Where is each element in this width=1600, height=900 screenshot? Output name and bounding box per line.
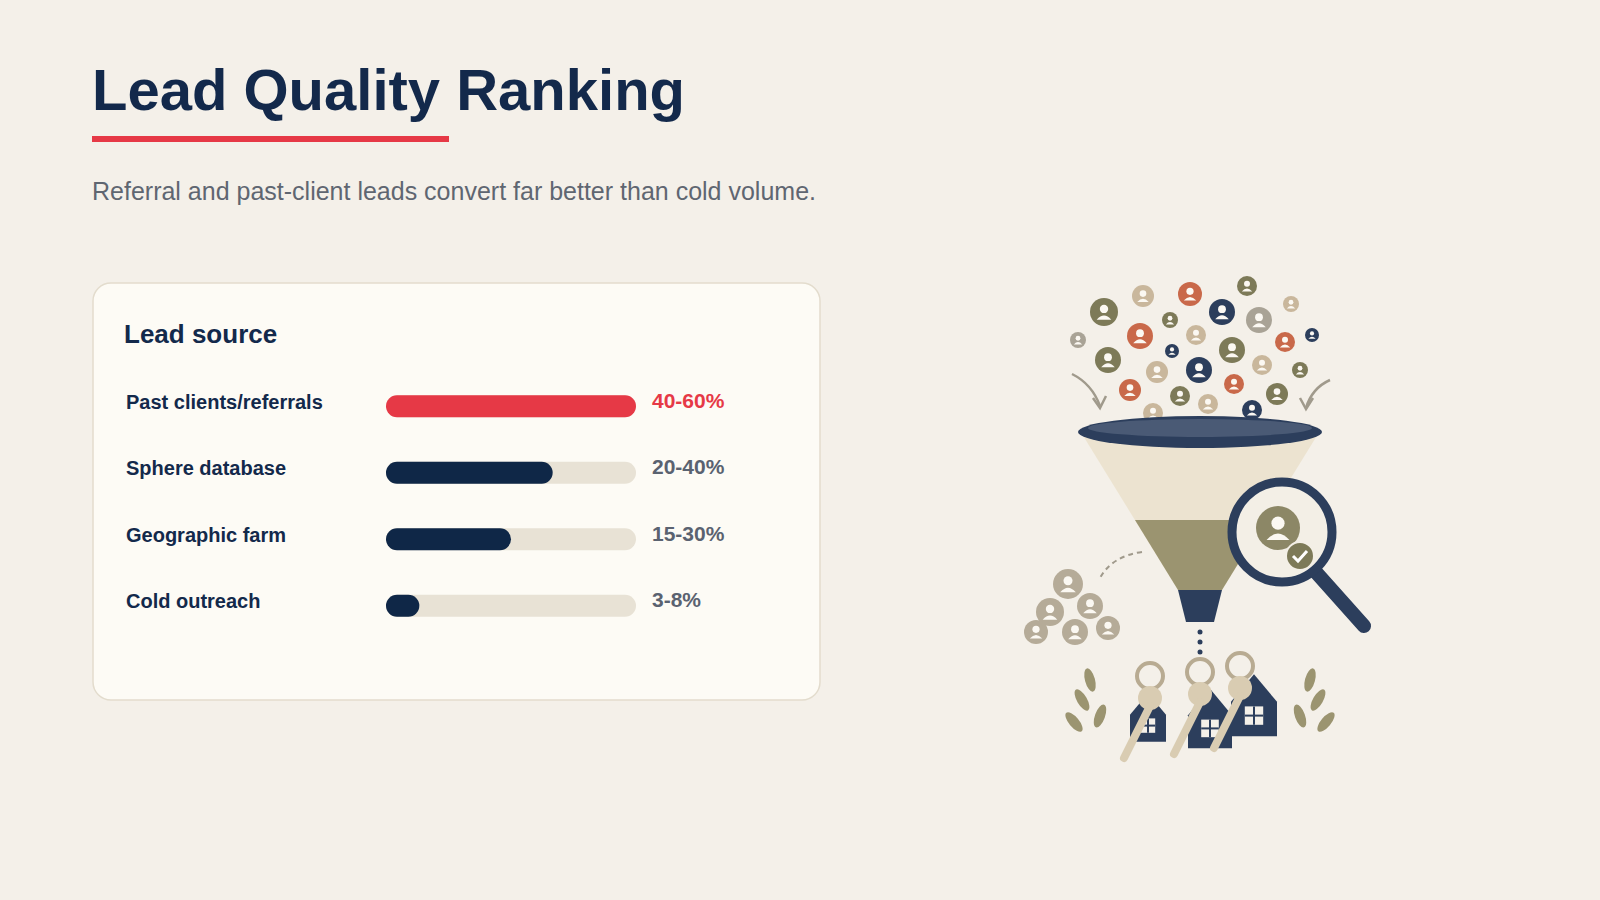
bar [386, 528, 511, 550]
person-icon [1132, 285, 1154, 307]
person-icon [1186, 357, 1212, 383]
person-icon [1209, 299, 1235, 325]
data-labels: 40-60% 20-40% 15-30% 3-8% [652, 389, 725, 611]
person-icon [1077, 593, 1103, 619]
y-tick-label: Cold outreach [126, 590, 260, 612]
check-badge [1286, 542, 1314, 570]
dot [1198, 640, 1203, 645]
bar-track [386, 395, 636, 417]
leaf [1091, 703, 1109, 729]
person-icon [1178, 282, 1202, 306]
data-label: 3-8% [652, 588, 701, 611]
person-icon [1186, 325, 1206, 345]
leaf [1291, 703, 1309, 729]
illustration [1024, 276, 1364, 758]
key [1174, 659, 1213, 754]
dot [1198, 630, 1203, 635]
person-icon [1198, 394, 1218, 414]
person-icon [1170, 386, 1190, 406]
person-icon [1070, 332, 1086, 348]
title: Lead Quality Ranking [92, 57, 685, 122]
subtitle: Referral and past-client leads convert f… [92, 177, 816, 205]
person-icon [1062, 619, 1088, 645]
person-icon [1283, 296, 1299, 312]
person-icon [1266, 383, 1288, 405]
magnifier-lens [1232, 482, 1332, 582]
person-icon [1162, 312, 1178, 328]
person-icon [1165, 344, 1179, 358]
y-tick: Cold outreach [126, 590, 260, 612]
y-tick: Geographic farm [126, 524, 286, 546]
bar-track [386, 462, 636, 484]
magnifier-handle [1314, 570, 1364, 626]
leaf [1082, 667, 1098, 693]
tracks [386, 395, 636, 617]
leaf [1062, 710, 1085, 735]
person-icon [1292, 362, 1308, 378]
card [93, 283, 820, 700]
bar-track [386, 595, 636, 617]
person-icon [1305, 328, 1319, 342]
title-underline [92, 136, 449, 142]
funnel-rim [1078, 416, 1322, 448]
person-icon [1053, 569, 1083, 599]
leaf [1314, 710, 1337, 735]
person-icon [1237, 276, 1257, 296]
person-icon [1127, 323, 1153, 349]
bar [386, 595, 419, 617]
funnel-spout [1178, 590, 1222, 622]
y-tick-label: Sphere database [126, 457, 286, 479]
y-axis: Past clients/referrals Sphere database Geo… [126, 391, 323, 613]
person-icon [1090, 298, 1118, 326]
bars [386, 395, 636, 617]
arrow-head [1093, 396, 1106, 408]
key [1214, 653, 1253, 748]
person-icon [1146, 361, 1168, 383]
key [1124, 663, 1163, 758]
bar [386, 462, 553, 484]
chart-svg: Lead Quality Ranking Referral and past-cl… [0, 0, 1600, 900]
y-tick-label: Past clients/referrals [126, 391, 323, 413]
person-icon [1024, 620, 1048, 644]
dashed-arrow [1100, 552, 1142, 578]
bar-track [386, 528, 636, 550]
data-label: 15-30% [652, 522, 725, 545]
bar [386, 395, 636, 417]
data-label: 40-60% [652, 389, 725, 412]
y-tick: Past clients/referrals [126, 391, 323, 413]
leaf [1072, 687, 1093, 713]
person-icon [1219, 337, 1245, 363]
funnel-rim-inner [1088, 419, 1312, 437]
person-icon [1275, 332, 1295, 352]
person-icon [1242, 400, 1262, 420]
person-icon [1246, 307, 1272, 333]
check-mark [1293, 551, 1307, 561]
panel-title: Lead source [124, 319, 277, 349]
arrow-head [1300, 398, 1313, 409]
background [0, 0, 1600, 900]
person-icon [1224, 374, 1244, 394]
leaf [1308, 687, 1329, 713]
person-icon [1119, 379, 1141, 401]
dot [1198, 650, 1203, 655]
person-icon [1095, 347, 1121, 373]
y-tick: Sphere database [126, 457, 286, 479]
leaf [1302, 667, 1318, 693]
y-tick-label: Geographic farm [126, 524, 286, 546]
person-icon [1252, 355, 1272, 375]
data-label: 20-40% [652, 455, 725, 478]
person-icon [1096, 616, 1120, 640]
